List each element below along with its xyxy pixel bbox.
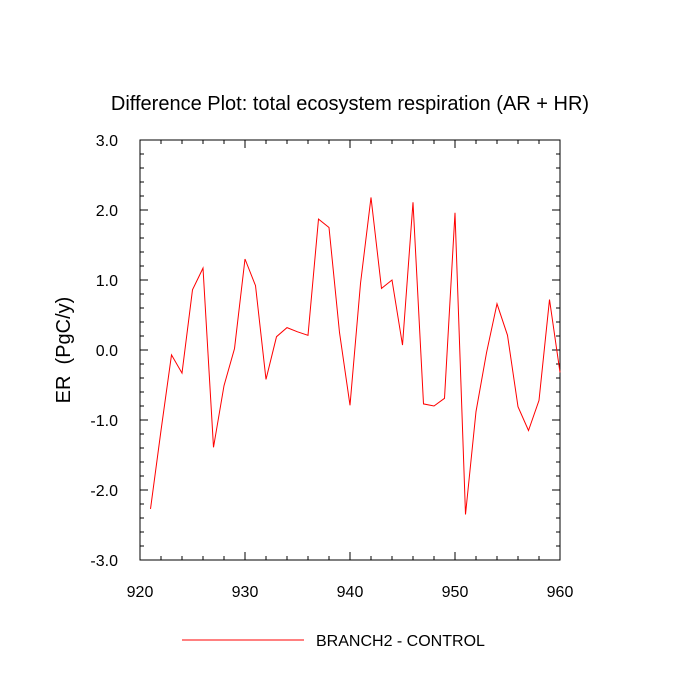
x-tick-label: 960 [547, 584, 574, 601]
x-tick-label: 920 [127, 584, 154, 601]
y-tick-label: 3.0 [96, 133, 118, 150]
plot-area [139, 139, 561, 561]
x-tick-label: 940 [337, 584, 364, 601]
plot-frame [139, 139, 561, 561]
y-tick-label: 1.0 [96, 273, 118, 290]
legend: BRANCH2 - CONTROL [182, 633, 485, 650]
x-tick-label: 930 [232, 584, 259, 601]
series-line-branch2-control [150, 197, 561, 515]
minor-ticks [140, 140, 560, 560]
x-tick-label: 950 [442, 584, 469, 601]
series-group [150, 197, 561, 515]
y-tick-label: 2.0 [96, 203, 118, 220]
y-tick-label: -2.0 [90, 483, 118, 500]
y-axis-label: ER (PgC/y) [53, 297, 75, 404]
legend-label: BRANCH2 - CONTROL [316, 633, 485, 650]
y-axis: -3.0 -2.0 -1.0 0.0 1.0 2.0 3.0 [90, 133, 560, 570]
chart-title: Difference Plot: total ecosystem respira… [111, 93, 589, 115]
x-axis: 920 930 940 950 960 [127, 140, 574, 601]
y-tick-label: 0.0 [96, 343, 118, 360]
y-tick-label: -1.0 [90, 413, 118, 430]
y-tick-label: -3.0 [90, 553, 118, 570]
